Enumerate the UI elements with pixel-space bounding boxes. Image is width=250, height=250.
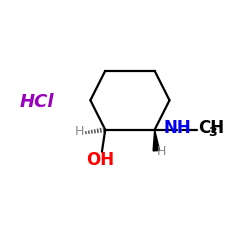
Text: OH: OH xyxy=(86,151,115,169)
Text: NH: NH xyxy=(164,119,192,137)
Text: H: H xyxy=(74,125,84,138)
Text: HCl: HCl xyxy=(20,92,54,110)
Text: H: H xyxy=(157,146,166,158)
Text: 3: 3 xyxy=(208,126,217,139)
Polygon shape xyxy=(153,130,160,151)
Text: CH: CH xyxy=(198,119,224,137)
